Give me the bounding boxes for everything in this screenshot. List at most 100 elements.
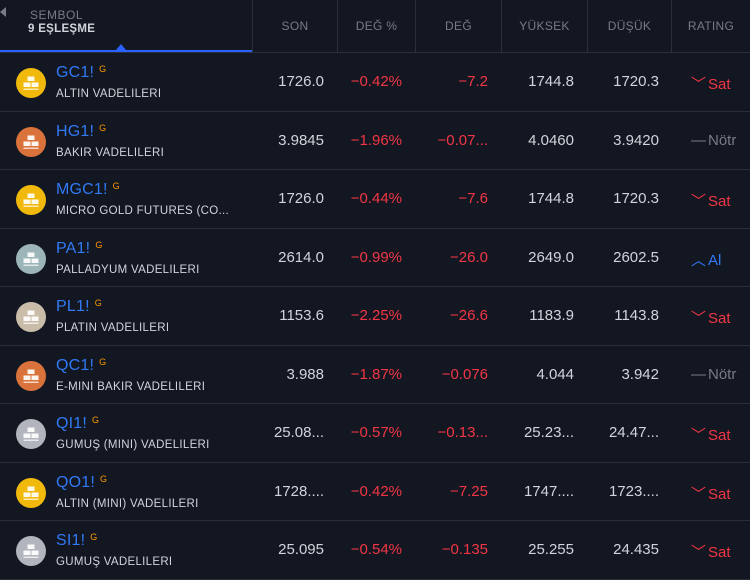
low-column-header[interactable]: DÜŞÜK xyxy=(587,0,671,52)
rating-label: Nötr xyxy=(708,365,737,383)
ticker-symbol[interactable]: GC1! G xyxy=(56,64,106,82)
rating-column-header[interactable]: RATING xyxy=(671,0,750,52)
low-price: 24.435 xyxy=(613,541,659,558)
collapse-caret-icon[interactable] xyxy=(0,7,6,17)
last-price: 3.988 xyxy=(286,365,324,383)
technical-rating: ﹀ Sat xyxy=(691,483,731,504)
high-price: 25.255 xyxy=(528,541,574,558)
delayed-badge: G xyxy=(112,181,120,191)
table-row[interactable]: HG1! G BAKIR VADELILERI 3.9845 −1.96% −0.07..… xyxy=(0,112,750,170)
ticker-text[interactable]: PL1! xyxy=(56,298,90,315)
technical-rating: ︿ Al xyxy=(691,249,721,270)
change-value: −7.6 xyxy=(458,190,488,207)
rating-label: Nötr xyxy=(708,131,737,149)
symbol-description: PLATIN VADELILERI xyxy=(56,322,170,334)
technical-rating: ﹀ Sat xyxy=(691,541,731,562)
ticker-symbol[interactable]: MGC1! G xyxy=(56,181,120,199)
change-percent: −0.42% xyxy=(350,73,402,90)
table-row[interactable]: QO1! G ALTIN (MINI) VADELILERI 1728.... −0.4… xyxy=(0,463,750,521)
delayed-badge: G xyxy=(94,298,102,308)
change-value: −0.135 xyxy=(441,541,488,558)
ticker-text[interactable]: GC1! xyxy=(56,64,95,81)
ticker-symbol[interactable]: PA1! G xyxy=(56,240,103,258)
ticker-text[interactable]: HG1! xyxy=(56,122,95,140)
symbol-description: GÜMÜŞ (MINI) VADELILERI xyxy=(56,439,210,451)
table-row[interactable]: PA1! G PALLADYUM VADELILERI 2614.0 −0.99% −26… xyxy=(0,229,750,287)
last-price: 3.9845 xyxy=(278,131,324,149)
table-row[interactable]: QC1! G E-MINI BAKIR VADELILERI 3.988 −1.87% −… xyxy=(0,346,750,404)
rating-neutral-icon: — xyxy=(691,131,706,149)
change-value: −0.07... xyxy=(437,131,488,149)
ticker-symbol[interactable]: SI1! G xyxy=(56,532,97,550)
low-price: 1723.... xyxy=(608,482,659,500)
symbol-column-header[interactable]: SEMBOL 9 EŞLEŞME xyxy=(0,0,252,52)
delayed-badge: G xyxy=(99,64,107,74)
change-percent: −0.54% xyxy=(350,541,402,558)
high-price: 4.0460 xyxy=(528,131,574,149)
rating-label: Al xyxy=(708,251,722,269)
gold-bars-icon xyxy=(16,185,46,215)
rating-label: Sat xyxy=(708,427,731,444)
rating-label: Sat xyxy=(708,485,731,503)
last-price: 2614.0 xyxy=(278,248,324,266)
high-column-header[interactable]: YÜKSEK xyxy=(501,0,587,52)
rating-label: Sat xyxy=(708,76,731,93)
symbol-description: PALLADYUM VADELILERI xyxy=(56,263,200,276)
son-column-header[interactable]: SON xyxy=(252,0,337,52)
delayed-badge: G xyxy=(100,473,108,484)
silver-bars-icon xyxy=(16,419,46,449)
technical-rating: — Nötr xyxy=(691,366,736,383)
ticker-symbol[interactable]: QC1! G xyxy=(56,357,106,375)
change-percent: −1.87% xyxy=(350,365,402,383)
high-price: 1183.9 xyxy=(529,307,574,324)
rating-sell-icon: ﹀ xyxy=(691,485,707,503)
ticker-text[interactable]: SI1! xyxy=(56,532,86,549)
rating-sell-icon: ﹀ xyxy=(691,76,707,93)
last-price: 25.08... xyxy=(273,424,324,441)
low-price: 24.47... xyxy=(608,424,659,441)
change-percent: −2.25% xyxy=(350,307,402,324)
ticker-symbol[interactable]: QO1! G xyxy=(56,474,107,492)
high-price: 1747.... xyxy=(523,482,574,500)
technical-rating: ﹀ Sat xyxy=(691,190,731,211)
platinum-bars-icon xyxy=(16,302,46,332)
ticker-symbol[interactable]: PL1! G xyxy=(56,298,102,316)
high-price: 1744.8 xyxy=(528,190,574,207)
ticker-symbol[interactable]: QI1! G xyxy=(56,415,99,433)
palladium-bars-icon xyxy=(16,243,46,274)
delayed-badge: G xyxy=(99,356,107,367)
ticker-text[interactable]: QC1! xyxy=(56,356,95,374)
change-percent: −0.42% xyxy=(350,482,402,500)
technical-rating: ﹀ Sat xyxy=(691,307,731,328)
change-percent-column-header[interactable]: DEĞ % xyxy=(337,0,415,52)
low-price: 1720.3 xyxy=(613,190,659,207)
low-price: 3.942 xyxy=(621,365,659,383)
silver-bars-icon xyxy=(16,536,46,566)
change-column-header[interactable]: DEĞ xyxy=(415,0,501,52)
symbol-description: MICRO GOLD FUTURES (CO... xyxy=(56,205,229,217)
table-row[interactable]: PL1! G PLATIN VADELILERI 1153.6 −2.25% −26.6 1… xyxy=(0,287,750,346)
table-row[interactable]: MGC1! G MICRO GOLD FUTURES (CO... 1726.0 −0.… xyxy=(0,170,750,229)
low-price: 3.9420 xyxy=(613,131,659,149)
delayed-badge: G xyxy=(92,415,100,425)
gold-bars-icon xyxy=(16,477,46,508)
table-row[interactable]: GC1! G ALTIN VADELILERI 1726.0 −0.42% −7.2 174… xyxy=(0,53,750,112)
table-row[interactable]: QI1! G GÜMÜŞ (MINI) VADELILERI 25.08... −0.5… xyxy=(0,404,750,463)
symbol-description: ALTIN VADELILERI xyxy=(56,88,162,100)
technical-rating: ﹀ Sat xyxy=(691,424,731,445)
change-value: −7.25 xyxy=(450,482,488,500)
table-row[interactable]: SI1! G GÜMÜŞ VADELILERI 25.095 −0.54% −0.135 2… xyxy=(0,521,750,580)
ticker-text[interactable]: MGC1! xyxy=(56,181,108,198)
high-price: 1744.8 xyxy=(528,73,574,90)
ticker-symbol[interactable]: HG1! G xyxy=(56,123,106,141)
change-value: −7.2 xyxy=(458,73,488,90)
ticker-text[interactable]: PA1! xyxy=(56,239,91,257)
technical-rating: — Nötr xyxy=(691,132,736,149)
rating-label: Sat xyxy=(708,193,731,210)
ticker-text[interactable]: QI1! xyxy=(56,415,88,432)
technical-rating: ﹀ Sat xyxy=(691,73,731,94)
high-price: 2649.0 xyxy=(528,248,574,266)
change-percent: −1.96% xyxy=(350,131,402,149)
symbol-description: BAKIR VADELILERI xyxy=(56,146,165,159)
ticker-text[interactable]: QO1! xyxy=(56,473,96,491)
